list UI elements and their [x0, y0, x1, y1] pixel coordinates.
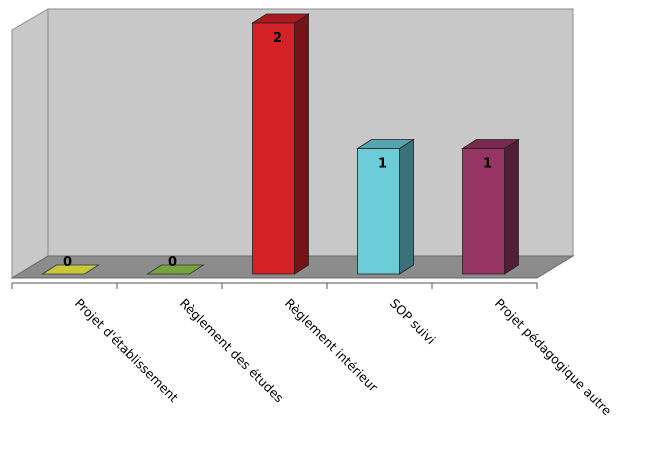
bar-flat-face — [41, 264, 100, 275]
data-label: 0 — [63, 255, 72, 270]
bar — [146, 264, 205, 275]
left-wall — [11, 8, 49, 279]
bar-front-face — [462, 148, 505, 275]
x-axis — [11, 282, 538, 289]
category-label: SOP suivi — [387, 296, 439, 348]
bars — [41, 13, 520, 275]
category-label: Règlement des études — [177, 296, 287, 406]
data-label: 0 — [168, 255, 177, 270]
bar — [251, 13, 310, 275]
data-label: 1 — [483, 157, 492, 172]
data-labels: 0 0 2 1 1 — [63, 31, 492, 270]
category-label: Projet pédagogique autre — [492, 296, 615, 419]
bar — [356, 138, 415, 275]
bar-side-face — [399, 138, 414, 275]
data-label: 2 — [273, 31, 282, 46]
bar — [41, 264, 100, 275]
category-label: Projet d'établissement — [72, 296, 182, 406]
bar-side-face — [294, 13, 309, 275]
data-label: 1 — [378, 157, 387, 172]
bar-front-face — [252, 22, 295, 275]
bar — [461, 138, 520, 275]
bar-flat-face — [146, 264, 205, 275]
bar-front-face — [357, 148, 400, 275]
bar-side-face — [504, 138, 519, 275]
category-label: Règlement intérieur — [282, 296, 382, 396]
